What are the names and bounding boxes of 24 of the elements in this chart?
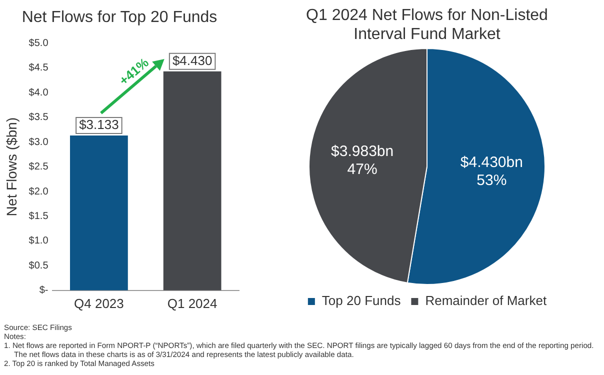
chart-title: Q1 2024 Net Flows for Non-Listed Interval Fund Market [305,6,549,44]
legend-label: Remainder of Market [425,293,547,308]
data-label: $3.983bn [331,143,394,160]
y-tick-label: $4.5 [28,62,49,74]
text: 47% [347,161,378,178]
y-tick-label: $0.5 [28,260,49,272]
y-tick-label: $2.5 [28,162,49,173]
y-tick-label: $3.0 [28,136,49,148]
data-label: $4.430bn [460,154,523,172]
text: 53% [476,172,507,190]
legend-label: Top 20 Funds [322,293,402,308]
y-tick-label: $4.0 [28,87,49,98]
x-tick-label: Q4 2023 [74,296,124,311]
y-tick-label: $1.0 [28,236,49,247]
x-tick-label: Q1 2024 [167,296,218,311]
data-label: $4.430 [172,52,212,68]
data-label: $3.133 [79,117,119,132]
y-axis-title: Net Flows ($bn) [3,117,20,216]
y-tick-label: $2.0 [28,186,49,198]
chart-title: Net Flows for Top 20 Funds [22,9,218,26]
y-tick-label: $3.5 [28,112,49,124]
y-tick-label: $- [39,285,48,296]
y-tick-label: $1.5 [28,210,49,222]
y-tick-label: $5.0 [28,38,49,49]
